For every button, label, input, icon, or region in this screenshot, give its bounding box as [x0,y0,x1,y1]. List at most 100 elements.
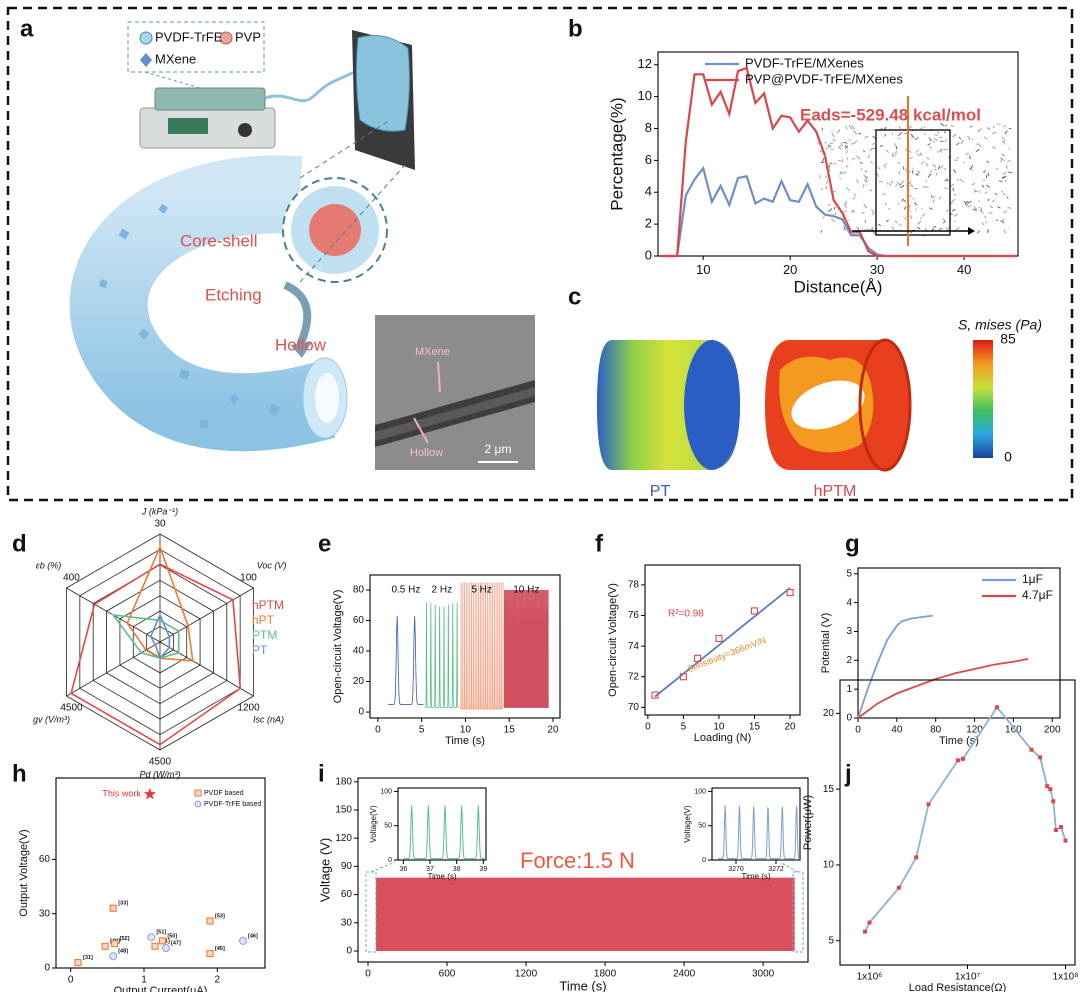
atom-bond [834,212,837,215]
colorbar-tick-label: 85 [1000,331,1016,347]
atom-bond [981,184,985,188]
atom-bond [977,128,982,133]
legend-label: PVDF-TrFE [155,29,223,44]
y-tick-label: 60 [353,615,365,626]
point [109,952,118,961]
point [1029,747,1034,752]
x-axis-label: Time (s) [939,735,979,747]
point [206,949,214,958]
point [1059,825,1064,830]
atom-bond [920,160,925,164]
atom-bond [945,208,949,213]
legend-label: PVP [235,29,261,44]
x-tick-label: 2 [215,975,221,986]
atom-bond [971,182,976,186]
model-label: hPTM [814,483,857,500]
legend-label: PVP@PVDF-TrFE/MXenes [745,71,903,86]
series-line [659,165,1017,258]
x-tick-label: 10 [696,262,710,277]
x-tick-label: 39 [479,866,487,873]
atom-bond [942,217,946,222]
atom-bond [854,139,858,145]
panel-label: g [845,530,860,557]
plot-frame [857,567,1061,719]
atom-bond [934,168,937,171]
atom-bond [932,199,935,203]
panel-label: a [20,15,34,42]
knob [238,123,252,137]
point [147,933,156,942]
atom-bond [920,127,924,130]
atom-bond [978,200,981,203]
atom-bond [932,140,935,143]
y-tick-label: 0 [645,247,652,262]
x-axis-label: Distance(Å) [794,277,883,296]
atom-bond [851,157,856,160]
point-label: [45] [215,946,225,952]
x-tick-label: 2400 [673,969,696,980]
atom-bond [960,139,964,145]
atom-bond [944,139,948,143]
x-tick-label: 0 [645,722,651,733]
atom-bond [910,133,915,139]
atom-bond [851,125,855,130]
atom-bond [827,208,833,213]
atom-bond [998,180,1003,183]
atom-bond [843,226,846,231]
model-label: PT [650,483,671,500]
plot-frame [644,564,801,716]
signal-band [375,877,795,951]
atom-bond [898,132,903,137]
atom-bond [886,219,889,223]
atom-bond [843,141,847,144]
atom-bond [923,126,926,129]
point [238,936,248,945]
atom-bond [884,166,887,169]
atom-bond [987,229,989,233]
atom-bond [937,131,940,135]
radar-axis-label: gv (V/m³) [33,714,70,724]
atom-bond [917,153,921,157]
y-tick-label: 30 [39,908,51,919]
atom-bond [844,126,848,130]
point-label: [53] [215,913,225,919]
atom-bond [1002,175,1007,180]
atom-bond [850,142,855,145]
atom-bond [925,180,928,183]
point [158,937,166,945]
atom-bond [829,162,833,165]
point-label: [48] [118,949,128,955]
atom-bond [989,205,994,209]
x-tick-label: 10 [460,725,472,736]
atom-bond [865,180,868,183]
x-axis-label: Time (s) [427,872,456,881]
point [1063,838,1068,843]
atom-bond [904,206,907,210]
x-axis-label: Time (s) [559,978,606,992]
atom-bond [822,216,825,219]
atom-bond [937,165,941,170]
radar-axis-max: 400 [63,573,80,584]
atom-bond [976,143,978,146]
legend-label: PT [252,643,268,657]
atom-bond [917,220,922,225]
atom-bond [851,212,854,214]
atom-bond [934,133,938,137]
inset-waveform [403,805,486,860]
icon [139,31,153,45]
atom-bond [833,162,837,165]
arrow [283,281,312,347]
y-tick-label: 10 [638,88,652,103]
atom-bond [1007,160,1011,163]
radar-axis-max: 30 [154,519,166,530]
atom-bond [940,122,945,127]
atom-bond [952,188,955,192]
fiber [264,68,359,103]
y-tick-label: 1 [846,684,852,695]
y-tick-label: 60 [39,854,51,865]
atom-bond [1003,139,1006,143]
panel-label: d [12,530,27,557]
x-tick-label: 37 [426,866,434,873]
atom-bond [830,142,834,144]
y-tick-label: 60 [341,889,353,900]
